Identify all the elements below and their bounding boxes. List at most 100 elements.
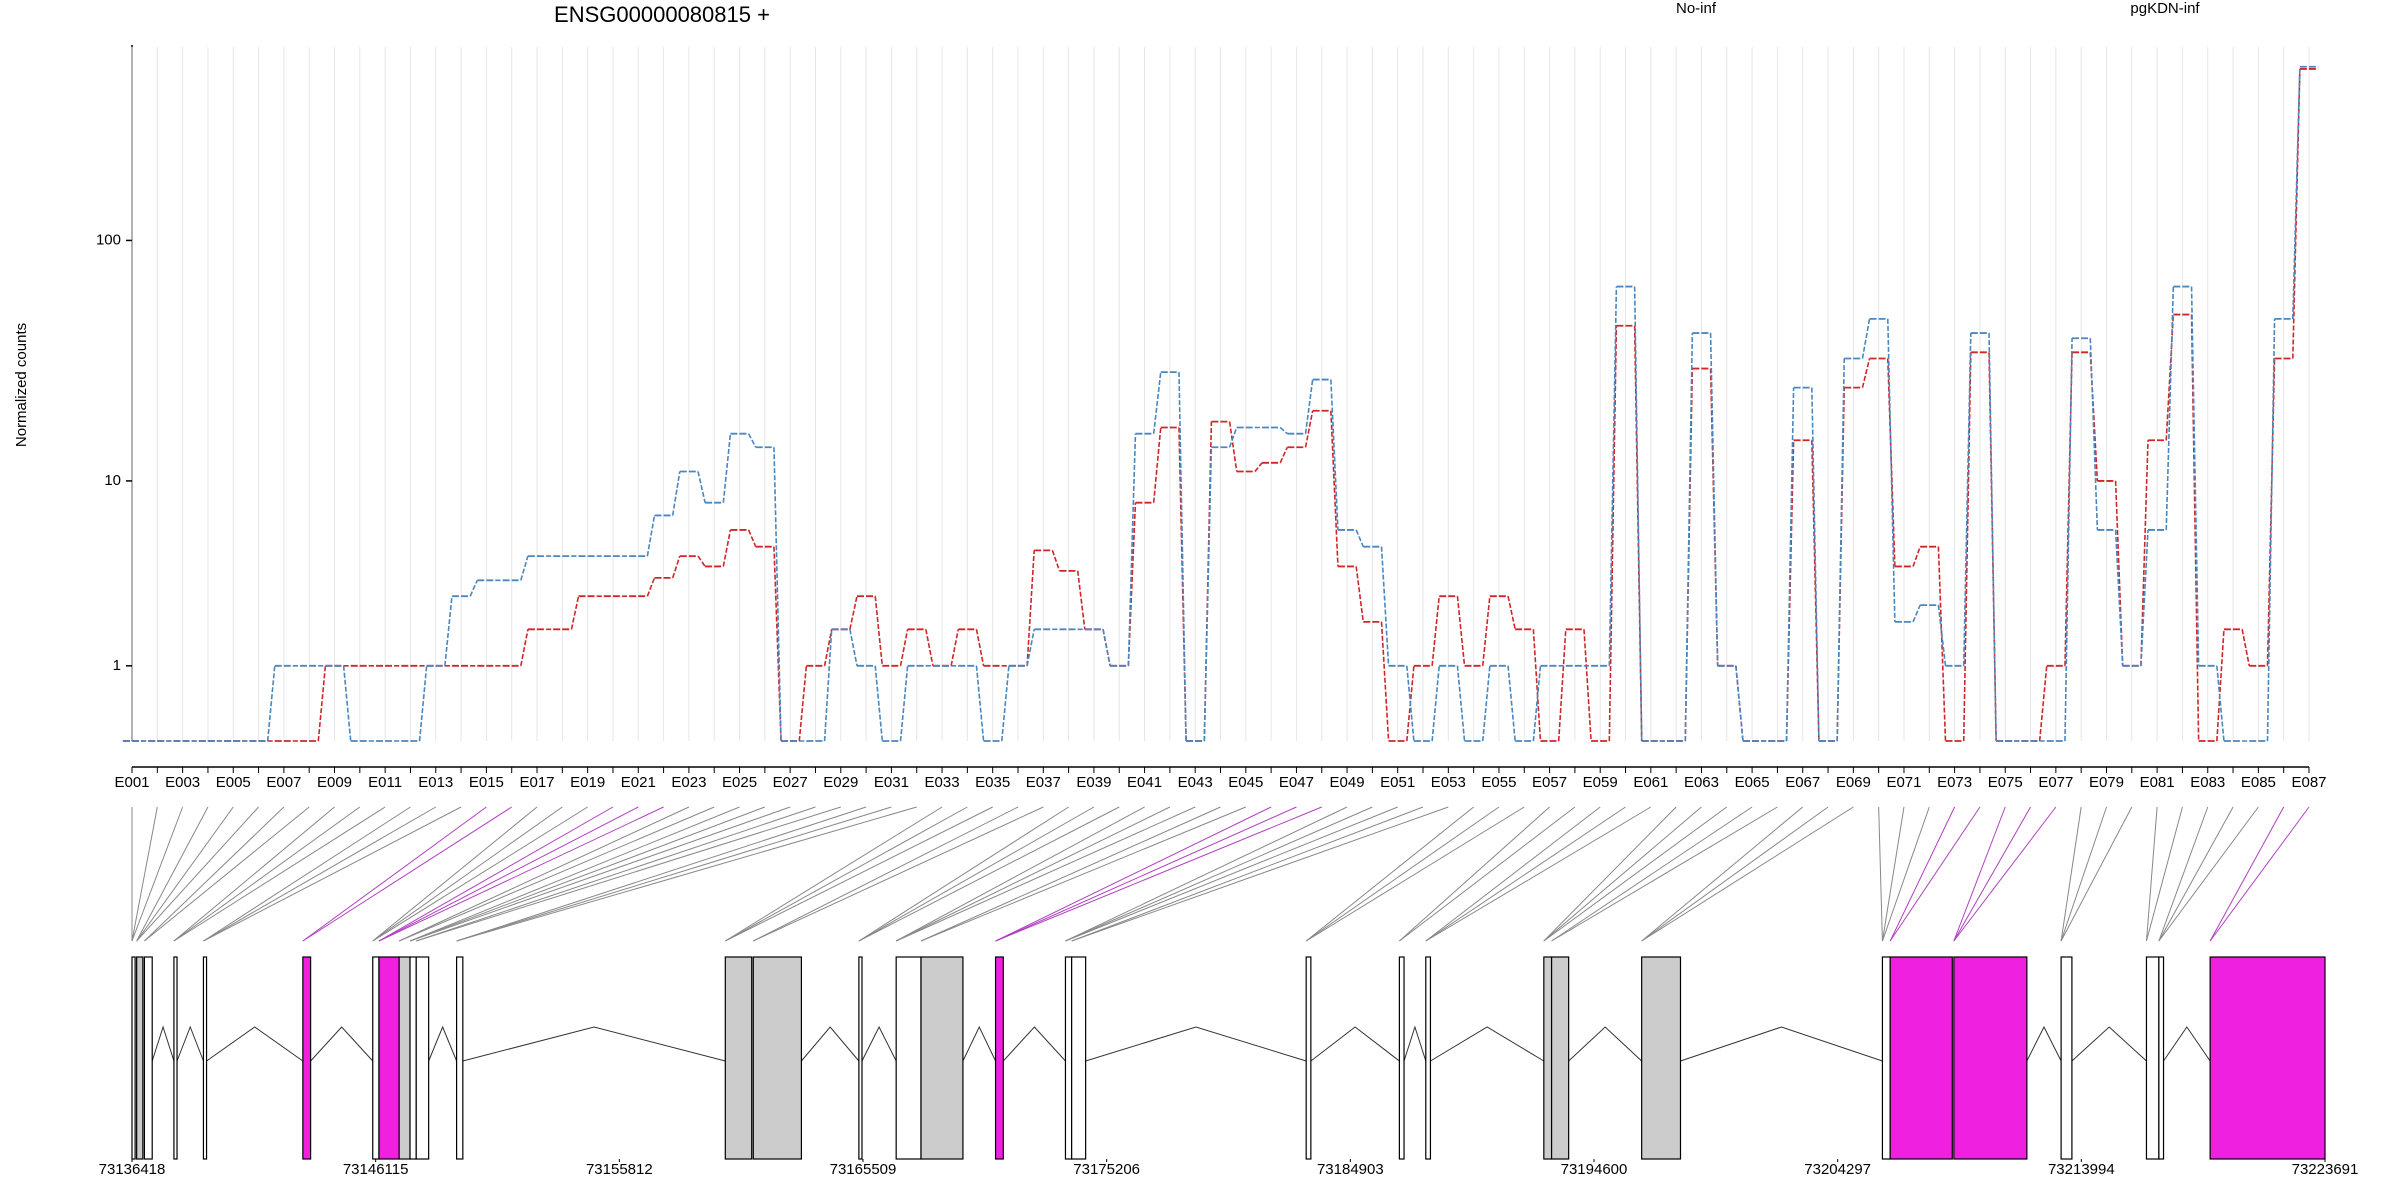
x-tick-label: E069 (1836, 774, 1871, 791)
step-connector (1962, 333, 1972, 666)
x-tick-label: E011 (368, 774, 402, 791)
exon-connector (136, 806, 209, 942)
x-tick-label: E057 (1532, 774, 1567, 791)
intron (176, 1025, 204, 1062)
intron (462, 1026, 726, 1062)
exon (1398, 956, 1405, 1160)
step-connector (1912, 604, 1921, 623)
exon-connector (173, 806, 386, 942)
exon-connector (753, 806, 1019, 942)
step-connector (773, 447, 782, 742)
genomic-tick-label: 73136418 (99, 1161, 166, 1178)
exon-connector (1881, 806, 1905, 942)
y-tick-label: 100 (96, 231, 121, 248)
exon (1953, 956, 2028, 1160)
exon (1550, 956, 1570, 1160)
exon-connector (2060, 806, 2082, 942)
step-connector (520, 629, 529, 666)
exon-connector (456, 806, 892, 942)
intron (2163, 1026, 2211, 1062)
exon-connector (1953, 806, 2057, 942)
step-connector (570, 596, 580, 630)
x-tick-label: E051 (1380, 774, 1415, 791)
x-tick-label: E015 (469, 774, 504, 791)
y-tick-label: 10 (104, 472, 121, 489)
step-connector (2165, 286, 2175, 530)
x-tick-label: E009 (317, 774, 352, 791)
x-tick-label: E007 (266, 774, 301, 791)
genomic-tick-label: 73184903 (1317, 1161, 1384, 1178)
step-connector (1127, 502, 1137, 666)
exon-connector (1889, 806, 1981, 942)
exon (1881, 956, 1891, 1160)
exon-connector (1551, 806, 1778, 942)
step-connector (1735, 665, 1744, 742)
exon-connector (725, 806, 968, 942)
x-tick-label: E061 (1633, 774, 1668, 791)
exon-connector (203, 806, 437, 942)
step-connector (1152, 372, 1162, 434)
exon-connector (1425, 806, 1626, 942)
x-tick-label: E043 (1178, 774, 1213, 791)
exon (302, 956, 312, 1160)
exon (895, 956, 922, 1160)
intron (1310, 1026, 1400, 1062)
step-connector (1076, 570, 1086, 630)
exon-connector (858, 806, 1095, 942)
step-connector (1228, 421, 1238, 472)
intron (1430, 1026, 1545, 1062)
step-connector (1355, 566, 1365, 622)
step-connector (1152, 427, 1162, 503)
exon-connector (2209, 806, 2310, 942)
exon-connector (136, 806, 234, 942)
exon (131, 956, 136, 1160)
exon-connector (1641, 806, 1804, 942)
step-connector (823, 629, 833, 742)
step-connector (1709, 333, 1719, 666)
step-connector (2266, 318, 2276, 742)
step-connector (2241, 629, 2251, 666)
step-connector (1102, 629, 1111, 666)
y-axis-label: Normalized counts (13, 323, 30, 447)
step-connector (1583, 629, 1592, 742)
exon (1305, 956, 1312, 1160)
step-connector (798, 665, 808, 742)
genomic-tick-label: 73194600 (1561, 1161, 1628, 1178)
exon (136, 956, 144, 1160)
step-connector (874, 596, 884, 666)
intron (151, 1025, 175, 1062)
exon (2145, 956, 2160, 1160)
x-tick-label: E025 (722, 774, 757, 791)
exon-connector (2060, 806, 2133, 942)
exon-connector (995, 806, 1272, 942)
exon-connector (378, 806, 664, 942)
step-connector (1304, 379, 1314, 434)
exon-connector (1305, 806, 1525, 942)
chart-title: ENSG00000080815 + (554, 2, 770, 27)
exon-connector (1881, 806, 1930, 942)
x-tick-label: E085 (2241, 774, 2276, 791)
step-connector (2291, 66, 2301, 319)
step-connector (646, 577, 656, 597)
step-connector (1532, 665, 1542, 742)
step-connector (1330, 379, 1339, 530)
exon-connector (995, 806, 1322, 942)
step-connector (1304, 410, 1314, 448)
step-connector (1127, 433, 1137, 666)
exon-connector (302, 806, 512, 942)
step-connector (747, 529, 757, 547)
genomic-tick-label: 73204297 (1804, 1161, 1871, 1178)
exon (143, 956, 153, 1160)
exon-connector (1305, 806, 1500, 942)
step-connector (646, 515, 656, 557)
exon-connector (2158, 806, 2209, 942)
exon-connector (858, 806, 1069, 942)
step-connector (1431, 596, 1441, 666)
step-connector (1608, 325, 1618, 742)
exon-connector (1071, 806, 1449, 942)
exon-connector (1399, 806, 1550, 942)
exon-connector (995, 806, 1297, 942)
x-tick-label: E019 (570, 774, 605, 791)
step-connector (1507, 596, 1516, 630)
